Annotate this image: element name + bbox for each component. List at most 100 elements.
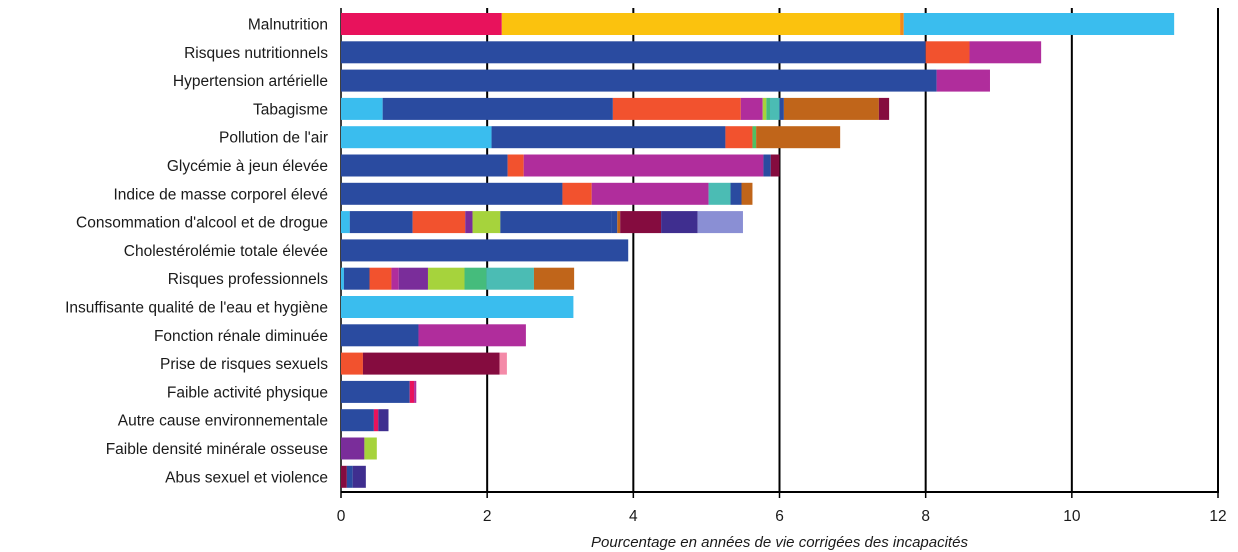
bar-segment <box>472 211 501 234</box>
bar-segment <box>427 267 465 290</box>
bar-segment <box>398 267 428 290</box>
bar-segment <box>341 41 926 64</box>
bar-segment <box>341 352 363 375</box>
category-label: Indice de masse corporel élevé <box>113 186 328 203</box>
bar-segment <box>391 267 399 290</box>
bar-segment <box>465 211 473 234</box>
bar-segment <box>762 97 767 120</box>
bar-segment <box>341 437 365 460</box>
bar-segment <box>617 211 621 234</box>
bar-segment <box>620 211 662 234</box>
bar-segment <box>341 380 410 403</box>
bar-segment <box>766 97 770 120</box>
bar-segment <box>378 409 389 432</box>
bar-segment <box>507 154 524 177</box>
category-label: Cholestérolémie totale élevée <box>124 243 328 260</box>
bar-segment <box>756 126 841 149</box>
bar-segment <box>369 267 392 290</box>
bar-segment <box>382 97 613 120</box>
category-label: Insuffisante qualité de l'eau et hygiène <box>65 300 328 317</box>
bar-segment <box>770 154 780 177</box>
bar-segment <box>697 211 743 234</box>
x-tick-label: 2 <box>483 508 492 525</box>
bar-segment <box>763 154 771 177</box>
bar-segment <box>969 41 1042 64</box>
bar-segment <box>464 267 487 290</box>
x-axis-title: Pourcentage en années de vie corrigées d… <box>591 534 968 551</box>
bar-segment <box>769 97 780 120</box>
bar-segment <box>409 380 415 403</box>
x-tick-label: 0 <box>337 508 346 525</box>
category-label: Consommation d'alcool et de drogue <box>76 215 328 232</box>
bar-segment <box>412 211 466 234</box>
bar-segment <box>708 182 731 205</box>
bar-segment <box>730 182 742 205</box>
category-labels: Malnutrition Risques nutritionnels Hyperte… <box>65 17 328 487</box>
bar-segment <box>500 211 612 234</box>
category-label: Abus sexuel et violence <box>165 469 328 486</box>
bar-segment <box>491 126 726 149</box>
bar-segment <box>783 97 879 120</box>
bar-segment <box>341 211 350 234</box>
bar-segment <box>591 182 709 205</box>
category-label: Faible activité physique <box>167 384 328 401</box>
category-label: Hypertension artérielle <box>173 73 328 90</box>
bar-segment <box>341 267 344 290</box>
bar-segment <box>499 352 507 375</box>
category-label: Autre cause environnementale <box>118 413 328 430</box>
bar-segment <box>341 182 563 205</box>
bar-segment <box>341 13 502 35</box>
category-label: Prise de risques sexuels <box>160 356 328 373</box>
bar-segment <box>523 154 764 177</box>
bar-segment <box>501 13 901 35</box>
bar-segment <box>418 324 526 347</box>
bars <box>341 13 1175 488</box>
x-tick-label: 10 <box>1063 508 1081 525</box>
category-label: Pollution de l'air <box>219 130 328 147</box>
bar-segment <box>346 465 353 488</box>
bar-segment <box>562 182 592 205</box>
bar-segment <box>349 211 413 234</box>
bar-segment <box>725 126 753 149</box>
bar-segment <box>900 13 904 35</box>
x-tick-label: 6 <box>775 508 784 525</box>
bar-segment <box>878 97 890 120</box>
bar-segment <box>486 267 534 290</box>
bar-segment <box>362 352 500 375</box>
bar-segment <box>341 154 508 177</box>
x-tick-label: 8 <box>921 508 930 525</box>
category-label: Risques professionnels <box>168 271 329 288</box>
bar-segment <box>740 97 763 120</box>
bar-segment <box>903 13 1175 35</box>
bar-segment <box>611 211 618 234</box>
category-label: Glycémie à jeun élevée <box>167 158 328 175</box>
bar-segment <box>779 97 784 120</box>
category-label: Malnutrition <box>248 17 328 34</box>
category-label: Risques nutritionnels <box>184 45 328 62</box>
category-label: Fonction rénale diminuée <box>154 328 328 345</box>
category-label: Tabagisme <box>253 101 328 118</box>
bar-segment <box>414 380 417 403</box>
x-tick-label: 4 <box>629 508 638 525</box>
bar-segment <box>741 182 753 205</box>
bar-segment <box>341 239 629 262</box>
bar-segment <box>341 126 492 149</box>
bar-segment <box>341 409 374 432</box>
x-tick-label: 12 <box>1209 508 1226 525</box>
bar-segment <box>936 69 990 92</box>
bar-segment <box>341 97 383 120</box>
bar-segment <box>341 465 347 488</box>
bar-segment <box>661 211 698 234</box>
bar-segment <box>341 324 419 347</box>
category-label: Faible densité minérale osseuse <box>106 441 328 458</box>
bar-segment <box>612 97 741 120</box>
bar-segment <box>925 41 970 64</box>
bar-segment <box>341 296 574 318</box>
bar-segment <box>533 267 575 290</box>
bar-segment <box>373 409 379 432</box>
bar-segment <box>343 267 370 290</box>
bar-segment <box>364 437 377 460</box>
bar-segment <box>752 126 757 149</box>
bar-segment <box>352 465 366 488</box>
